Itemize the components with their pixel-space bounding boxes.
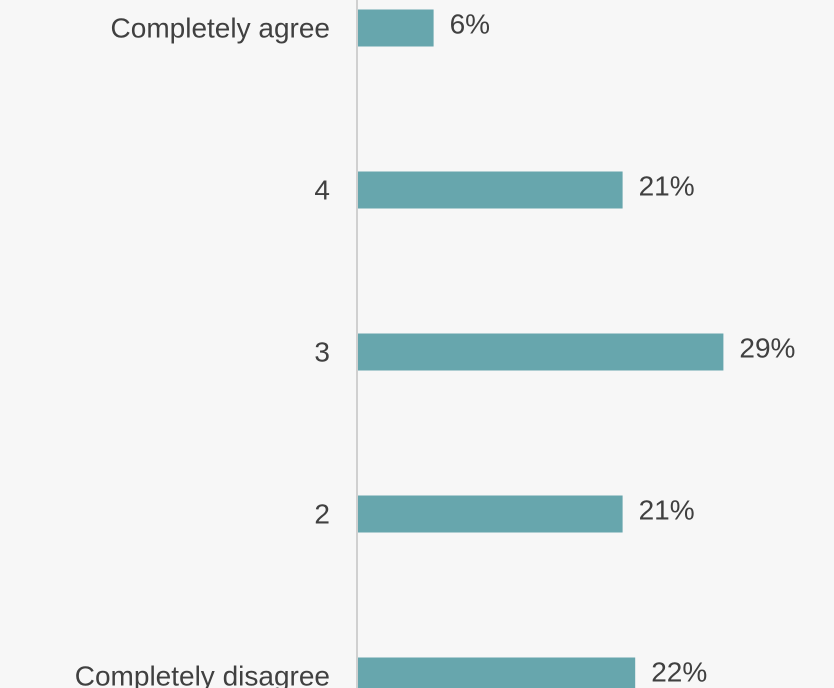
value-label: 6% [450, 9, 490, 40]
value-label: 21% [639, 495, 695, 526]
bar-3 [358, 495, 623, 533]
category-labels: Completely agree 4 3 2 Completely disagree [75, 13, 330, 688]
value-label: 29% [739, 333, 795, 364]
value-labels: 6% 21% 29% 21% 22% [450, 9, 796, 688]
value-label: 22% [651, 657, 707, 688]
bar-2 [358, 333, 724, 371]
bar-1 [358, 171, 623, 209]
bars-group [358, 9, 724, 688]
category-label: Completely agree [111, 13, 330, 44]
category-label: 2 [314, 499, 330, 530]
value-label: 21% [639, 171, 695, 202]
category-label: Completely disagree [75, 661, 330, 688]
bar-0 [358, 9, 434, 47]
category-label: 3 [314, 337, 330, 368]
bar-4 [358, 657, 636, 688]
category-label: 4 [314, 175, 330, 206]
